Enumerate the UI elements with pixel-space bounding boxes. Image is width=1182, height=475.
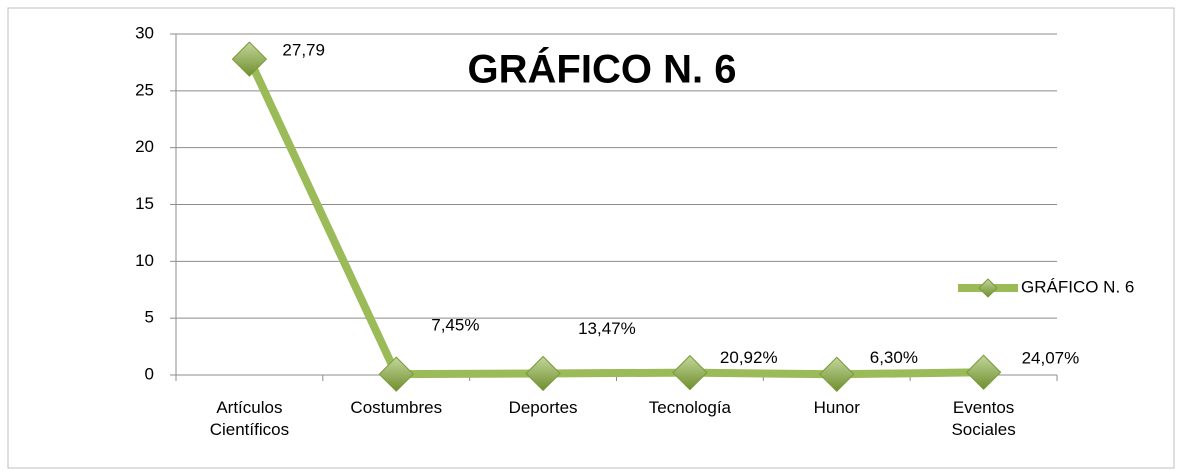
data-point — [965, 354, 1002, 390]
y-tick-label: 15 — [135, 194, 154, 213]
legend-marker — [978, 278, 998, 298]
x-tick-label: Hunor — [813, 398, 860, 417]
chart-title: GRÁFICO N. 6 — [468, 47, 737, 92]
x-tick-label: Artículos Científicos — [209, 398, 290, 439]
series-line — [245, 57, 984, 379]
data-label: 6,30% — [870, 348, 918, 367]
x-tick-label: Eventos Sociales — [951, 398, 1016, 439]
y-tick-label: 25 — [135, 80, 154, 99]
y-tick-label: 5 — [145, 308, 154, 327]
y-tick-label: 20 — [135, 137, 154, 156]
y-tick-label: 0 — [145, 364, 154, 383]
data-point — [525, 355, 561, 392]
x-tick-label: Costumbres — [350, 398, 443, 417]
y-tick-label: 10 — [135, 251, 154, 270]
data-point — [378, 356, 414, 392]
x-tick-label: Deportes — [508, 398, 578, 417]
x-tick-label: Tecnología — [648, 398, 732, 417]
data-label: 27,79 — [282, 41, 325, 60]
data-label: 13,47% — [578, 319, 636, 338]
legend-label: GRÁFICO N. 6 — [1021, 277, 1134, 296]
data-label: 24,07% — [1022, 349, 1080, 368]
data-label: 20,92% — [720, 348, 778, 367]
y-tick-label: 30 — [135, 23, 154, 42]
data-label: 7,45% — [431, 316, 479, 335]
chart-border — [7, 7, 1175, 469]
data-point — [672, 354, 708, 391]
data-point — [231, 41, 268, 77]
data-point — [819, 356, 855, 392]
